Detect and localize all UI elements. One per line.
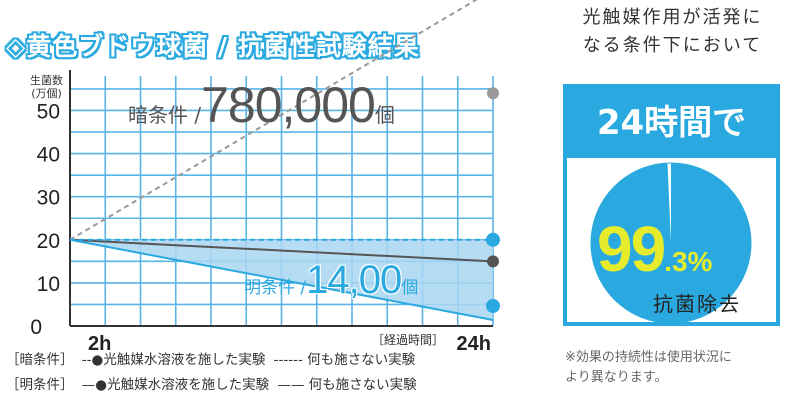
legend-dark-bracket: ［暗条件］	[6, 352, 74, 368]
y-tick-label: 50	[37, 100, 60, 123]
dark-annotation-value: 780,000	[201, 77, 376, 133]
result-panel-title: 24時間で	[596, 103, 747, 143]
dark-annotation-unit: 個	[374, 103, 395, 127]
result-percent-int: 99	[597, 213, 666, 285]
y-tick-label: 40	[37, 144, 60, 167]
y-axis-label-line2: (万個)	[31, 87, 62, 100]
legend-light-untreated: —— 何も施さない実験	[277, 377, 417, 393]
y-axis-label: 生菌数 (万個)	[30, 74, 63, 100]
result-percent-label: 抗菌除去	[653, 292, 741, 316]
side-heading-line2: なる条件下において	[582, 35, 763, 56]
series-dark-untreated-point	[487, 87, 499, 100]
result-panel-header	[567, 88, 776, 158]
series-light-treated-point	[486, 299, 500, 313]
legend-light-bracket: ［明条件］	[6, 377, 74, 393]
legend-light-treated: —●光触媒水溶液を施した実験	[81, 377, 270, 393]
legend-dark-untreated: ------ 何も施さない実験	[273, 352, 416, 368]
chart-title: ◇黄色ブドウ球菌 / 抗菌性試験結果	[6, 32, 420, 61]
light-annotation-value: 14,00	[306, 258, 402, 302]
result-pie	[590, 162, 752, 324]
side-heading: 光触媒作用が活発に なる条件下において	[565, 4, 780, 60]
legend-light: ［明条件］ —●光触媒水溶液を施した実験 —— 何も施さない実験	[6, 373, 421, 393]
x-axis-label: ［経過時間］	[372, 333, 445, 347]
y-tick-label: 20	[37, 230, 60, 253]
series-dark-treated-point	[487, 255, 499, 268]
x-tick-label: 24h	[457, 333, 491, 355]
dark-annotation-prefix: 暗条件 /	[128, 103, 202, 127]
footnote: ※効果の持続性は使用状況に より異なります。	[565, 348, 790, 388]
series-light-untreated-point	[486, 232, 500, 247]
light-annotation-prefix: 明条件 /	[244, 278, 307, 298]
y-axis-label-line1: 生菌数	[30, 74, 63, 87]
x-tick-label: 2h	[88, 333, 111, 355]
side-heading-line1: 光触媒作用が活発に	[582, 7, 763, 28]
light-annotation-unit: 個	[401, 278, 419, 298]
series-dark-untreated-line	[69, 0, 478, 241]
y-tick-label: 30	[37, 187, 60, 210]
y-tick-label: 0	[30, 316, 42, 339]
legend-dark: ［暗条件］ --●光触媒水溶液を施した実験 ------ 何も施さない実験	[6, 348, 419, 368]
light-annotation: 明条件 /14,00個	[244, 258, 418, 303]
result-percent-dec: .3%	[664, 246, 713, 277]
pie-removed-slice	[591, 163, 751, 323]
legend-dark-treated: --●光触媒水溶液を施した実験	[81, 352, 266, 368]
series-dark-treated-line	[69, 238, 494, 263]
result-panel: 24時間で 99.3% 抗菌除去	[563, 84, 780, 326]
result-percent: 99.3%	[597, 212, 712, 286]
series-light-treated-line	[69, 238, 494, 321]
dark-annotation: 暗条件 /780,000個	[128, 76, 395, 134]
footnote-line2: より異なります。	[565, 370, 668, 385]
y-tick-label: 10	[37, 273, 60, 296]
footnote-line1: ※効果の持続性は使用状況に	[565, 350, 732, 365]
